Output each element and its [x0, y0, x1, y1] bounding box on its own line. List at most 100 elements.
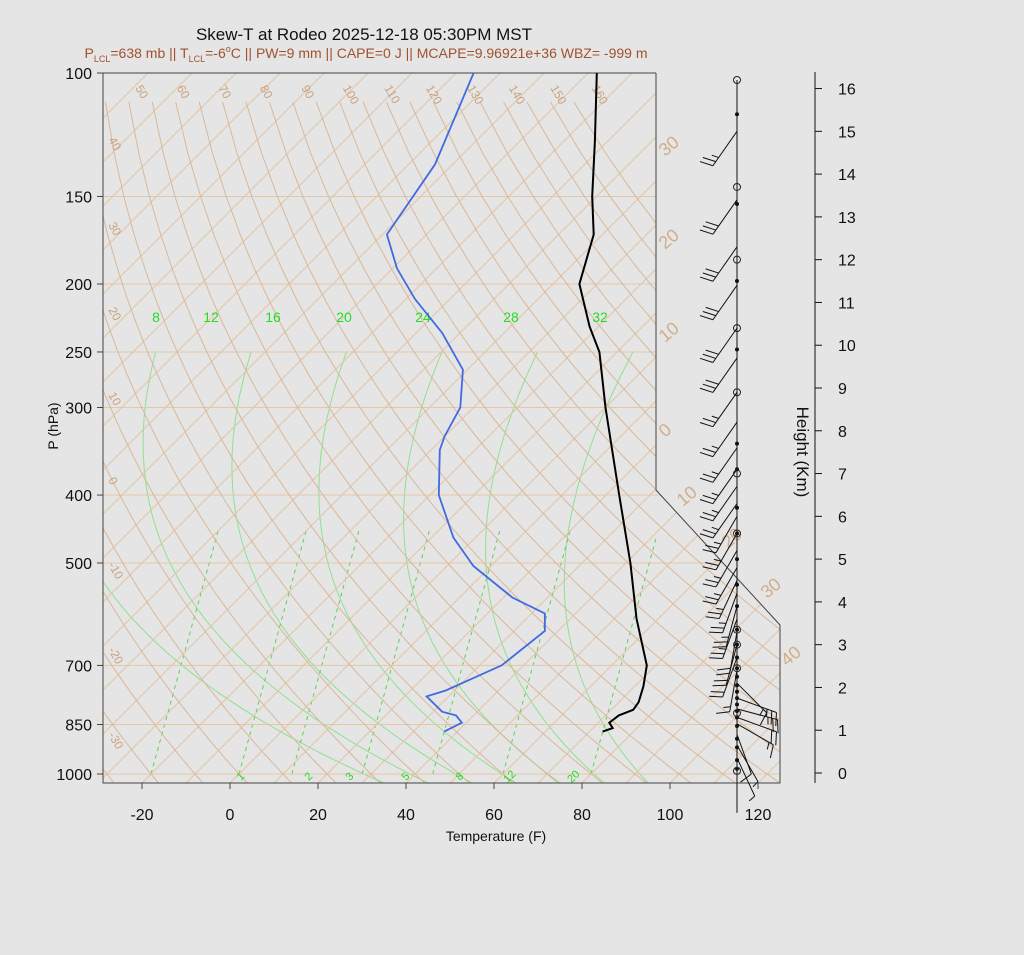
- wind-barb-flag: [703, 311, 716, 315]
- isotherm-line: [846, 73, 1024, 783]
- wind-dot: [735, 583, 739, 587]
- height-tick-label: 7: [838, 467, 847, 484]
- wind-barb-flag: [703, 384, 716, 388]
- isotherm-label: 60: [174, 83, 193, 102]
- wind-barb-staff: [723, 658, 737, 697]
- wind-dot: [735, 758, 739, 762]
- isotherm-line: [0, 73, 632, 783]
- wind-barb: [709, 619, 737, 658]
- wind-barb-flag: [700, 388, 713, 392]
- dry-adiabat-line: [363, 102, 1001, 783]
- wind-barb-flag: [706, 222, 719, 226]
- wind-scale-label: 30: [757, 574, 785, 602]
- grid-outer-group: [0, 73, 1024, 783]
- temperature-tick-label: 40: [397, 807, 415, 824]
- moist-adiabat-line: [143, 352, 428, 783]
- isotherm-line: [142, 73, 852, 783]
- wind-barb-flag: [703, 513, 716, 517]
- wind-barb-flag: [700, 500, 713, 504]
- wind-barb-flag: [760, 713, 766, 725]
- wind-barb-half-flag: [749, 796, 754, 801]
- wind-barb-flag: [703, 584, 716, 587]
- temperature-tick-label: 100: [657, 807, 684, 824]
- wind-barb-flag: [705, 545, 718, 548]
- dry-adiabat-line: [340, 102, 957, 783]
- wind-barb-flag: [705, 580, 718, 583]
- wind-dot: [735, 690, 739, 694]
- isotherm-line: [0, 73, 456, 783]
- wind-barb: [700, 285, 737, 319]
- wind-barb-flag: [706, 350, 719, 354]
- height-tick-label: 1: [838, 723, 847, 740]
- isotherm-line: [934, 73, 1024, 783]
- temperature-tick-label: 120: [745, 807, 772, 824]
- wind-barb-flag: [706, 380, 719, 384]
- dry-adiabat-line: [106, 102, 514, 783]
- isotherm-line: [802, 73, 1024, 783]
- wind-barb: [700, 486, 737, 520]
- height-tick-label: 13: [838, 210, 856, 227]
- height-tick-label: 5: [838, 552, 847, 569]
- chart-subtitle: PLCL=638 mb || TLCL=-6oC || PW=9 mm || C…: [85, 44, 648, 64]
- dry-adiabat-line: [480, 102, 1024, 783]
- isotherm-line: [538, 73, 1024, 783]
- isotherm-label: 70: [215, 83, 234, 102]
- wind-barb-flag: [711, 653, 725, 654]
- wind-barb-flag: [700, 534, 713, 538]
- height-tick-label: 0: [838, 766, 847, 783]
- wind-barb-flag: [700, 162, 713, 166]
- height-tick-label: 9: [838, 381, 847, 398]
- isotherm-line: [186, 73, 896, 783]
- height-tick-label: 2: [838, 680, 847, 697]
- pressure-tick-label: 850: [65, 718, 92, 735]
- wind-scale-label: 20: [718, 524, 746, 552]
- wind-barb: [737, 758, 755, 801]
- wind-barb-half-flag: [714, 594, 721, 596]
- pressure-tick-label: 1000: [56, 767, 92, 784]
- height-tick-label: 8: [838, 424, 847, 441]
- wind-barb-flag: [709, 658, 723, 659]
- temperature-tick-label: 0: [226, 807, 235, 824]
- pressure-tick-label: 150: [65, 189, 92, 206]
- pressure-tick-label: 200: [65, 277, 92, 294]
- isotherm-label: 110: [381, 83, 403, 107]
- wind-barb: [737, 717, 776, 745]
- height-axis-label: Height (Km): [793, 407, 812, 498]
- wind-barb-staff: [713, 131, 737, 165]
- wind-barb-half-flag: [712, 493, 719, 495]
- wind-barb-flag: [741, 774, 752, 782]
- moist-adiabat-line: [232, 352, 472, 783]
- wind-barb-flag: [703, 354, 716, 358]
- wind-dot: [735, 506, 739, 510]
- wind-scale-label: 20: [655, 225, 683, 253]
- wind-barb-half-flag: [712, 510, 719, 512]
- wind-scale-label: 30: [655, 132, 683, 160]
- wind-barb-half-flag: [719, 623, 726, 624]
- wind-barb-staff: [713, 200, 737, 234]
- wind-barb-flag: [700, 316, 713, 320]
- mixing-ratio-label: 20: [336, 309, 352, 325]
- mixing-ratio-label: 28: [503, 309, 519, 325]
- wind-barb-half-flag: [712, 446, 719, 448]
- wind-barb: [700, 392, 737, 426]
- isotherm-line: [0, 73, 676, 783]
- wind-barb-flag: [703, 495, 716, 499]
- wind-barb-flag: [700, 478, 713, 482]
- wind-barb-flag: [706, 617, 719, 619]
- temperature-tick-label: 60: [485, 807, 503, 824]
- wind-dot: [735, 675, 739, 679]
- isotherm-label: 90: [298, 83, 317, 102]
- isotherm-label: 80: [257, 83, 276, 102]
- isotherm-line: [0, 73, 280, 783]
- temperature-tick-label: -20: [130, 807, 153, 824]
- wind-barb-staff: [737, 683, 767, 713]
- wind-barb-flag: [770, 745, 773, 758]
- dry-adiabat-line: [551, 102, 1024, 783]
- isotherm-label-left: -20: [105, 645, 126, 667]
- dry-adiabat-line: [176, 102, 647, 783]
- dry-adiabat-line: [0, 102, 292, 783]
- dry-adiabat-line: [152, 102, 602, 783]
- isotherm-label-left: 40: [105, 135, 124, 154]
- wind-barb-half-flag: [712, 472, 719, 474]
